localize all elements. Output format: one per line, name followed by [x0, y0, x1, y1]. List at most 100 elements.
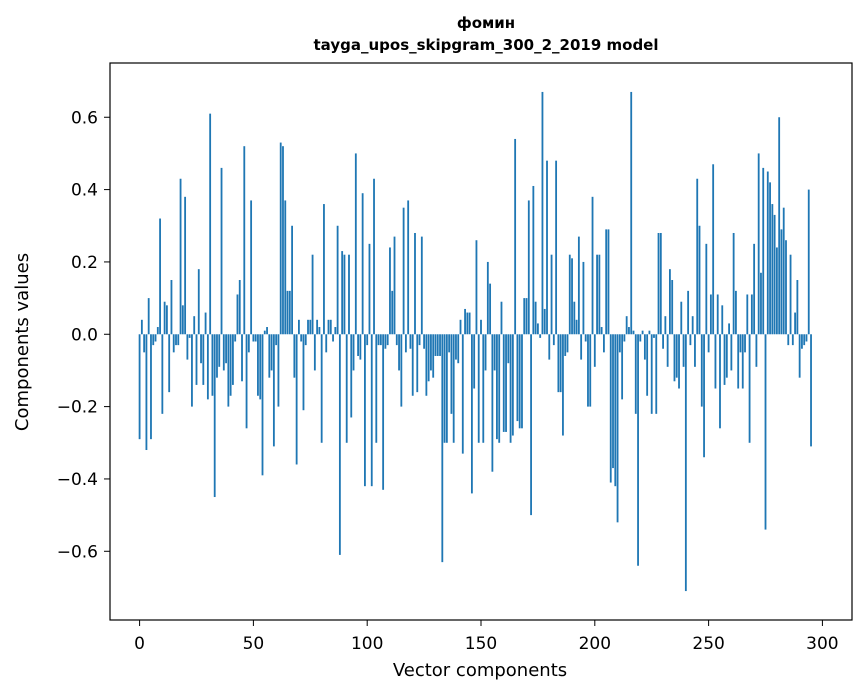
bar [282, 146, 284, 335]
bar [350, 334, 353, 418]
bar [730, 334, 733, 371]
bar [206, 334, 209, 400]
bar [541, 91, 544, 335]
bar [511, 334, 514, 436]
bar [498, 334, 501, 443]
y-tick-label: −0.2 [57, 398, 98, 418]
bar [552, 334, 555, 346]
bar [143, 334, 146, 353]
bar [587, 334, 589, 407]
bar [389, 247, 391, 335]
bar [366, 334, 369, 346]
bar [284, 200, 287, 335]
bar [705, 243, 708, 335]
bar [225, 334, 227, 364]
bar [375, 334, 378, 443]
bar [480, 319, 482, 335]
bar [637, 334, 639, 566]
bar [261, 334, 264, 476]
bar [448, 334, 451, 353]
bar [197, 269, 200, 335]
bar [420, 236, 423, 335]
bar [707, 334, 710, 353]
y-tick-label: 0.6 [71, 108, 98, 128]
bar [568, 254, 571, 335]
bar [329, 319, 332, 335]
bar [229, 334, 232, 396]
bar [634, 334, 637, 414]
bar [732, 232, 735, 335]
bar [268, 334, 271, 378]
bar [766, 171, 769, 335]
bar [721, 305, 724, 335]
bar [787, 334, 790, 346]
bar [573, 301, 576, 335]
y-tick-label: 0.4 [71, 181, 98, 201]
bar [298, 319, 300, 335]
bar [218, 334, 221, 367]
bar [345, 334, 348, 443]
bar [411, 334, 414, 396]
bar [502, 334, 505, 432]
bar [612, 334, 614, 469]
bar [559, 334, 562, 393]
bar [423, 334, 426, 349]
bar [757, 153, 760, 335]
bar [436, 334, 439, 356]
bar [532, 185, 535, 335]
bar [379, 334, 382, 346]
bar [352, 334, 355, 371]
bar [584, 334, 587, 342]
bar [486, 261, 489, 335]
bar [266, 327, 268, 335]
bar [643, 334, 646, 360]
bar [418, 334, 421, 346]
bar [632, 330, 635, 335]
bar [600, 327, 603, 335]
bar [805, 334, 808, 342]
bar [409, 334, 412, 349]
x-tick-label: 0 [134, 634, 145, 654]
bar [577, 236, 580, 335]
bar [539, 334, 542, 338]
bar [277, 334, 280, 407]
bar [443, 334, 446, 443]
bar [377, 334, 380, 346]
bar [753, 243, 756, 335]
bar [664, 316, 667, 335]
bar [694, 334, 696, 367]
bar [739, 334, 742, 353]
bar [607, 229, 610, 335]
bar [689, 334, 692, 346]
bar [737, 334, 740, 389]
bar [364, 334, 366, 487]
bar [803, 334, 806, 346]
bar [252, 334, 255, 342]
bar [623, 334, 626, 342]
bar [750, 294, 753, 335]
bar [591, 196, 594, 335]
bar [719, 334, 721, 429]
bar [618, 334, 621, 353]
bar [609, 334, 612, 483]
bar [307, 319, 309, 335]
bar [764, 334, 767, 530]
bar [484, 334, 487, 371]
bar [550, 254, 553, 335]
bar [527, 200, 530, 335]
bar [172, 334, 175, 353]
bar [459, 319, 462, 335]
bar [543, 308, 546, 335]
bar [263, 330, 266, 335]
bar [434, 334, 437, 356]
bar [687, 290, 690, 335]
bar [336, 225, 339, 335]
bar [386, 334, 389, 346]
bar [810, 334, 812, 447]
bar [427, 334, 430, 382]
bar [257, 334, 259, 396]
bar [482, 334, 485, 443]
bar [493, 334, 496, 371]
bar [709, 294, 712, 335]
bar [154, 334, 157, 342]
